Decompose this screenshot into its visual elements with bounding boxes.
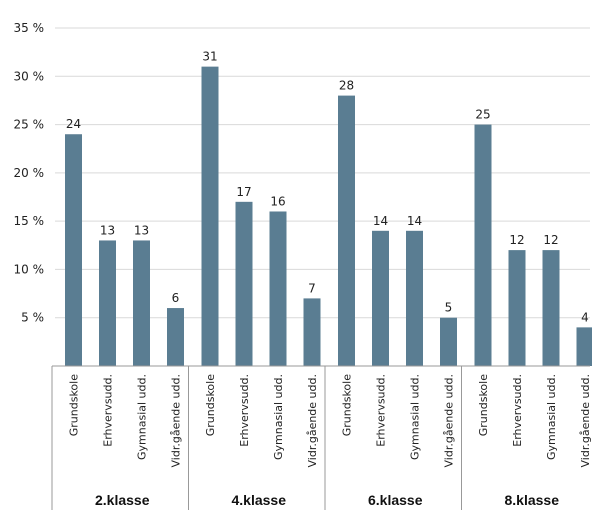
data-label: 28 [339, 79, 354, 93]
y-tick-label: 15 % [14, 214, 45, 228]
bar [269, 211, 287, 366]
category-label: Erhvervsudd. [375, 374, 388, 447]
data-label: 7 [308, 281, 316, 295]
data-label: 12 [543, 233, 558, 247]
bar [303, 298, 321, 366]
y-tick-label: 30 % [14, 69, 45, 83]
data-label: 4 [581, 310, 589, 324]
data-label: 14 [373, 214, 388, 228]
y-tick-label: 35 % [14, 21, 45, 35]
group-label: 2.klasse [95, 492, 150, 508]
category-label: Vidr.gående udd. [170, 374, 183, 467]
data-label: 14 [407, 214, 422, 228]
bar [167, 308, 184, 366]
bar [406, 230, 423, 366]
category-label: Vidr.gående udd. [306, 374, 319, 467]
bar [65, 134, 82, 366]
data-label: 5 [445, 301, 453, 315]
bar [576, 327, 592, 366]
bar [235, 201, 253, 366]
data-label: 13 [134, 223, 149, 237]
bar [542, 250, 560, 366]
category-label: Gymnasial udd. [136, 374, 149, 460]
bar [474, 124, 492, 366]
y-tick-label: 5 % [21, 311, 44, 325]
data-label: 31 [202, 50, 217, 64]
category-label: Gymnasial udd. [545, 374, 558, 460]
bar [440, 317, 457, 366]
category-label: Erhvervsudd. [102, 374, 115, 447]
y-tick-label: 10 % [14, 262, 45, 276]
data-label: 24 [66, 117, 81, 131]
data-label: 12 [509, 233, 524, 247]
data-label: 6 [172, 291, 180, 305]
group-label: 8.klasse [505, 492, 560, 508]
category-label: Erhvervsudd. [511, 374, 524, 447]
category-label: Gymnasial udd. [409, 374, 422, 460]
bar [508, 250, 526, 366]
category-label: Vidr.gående udd. [579, 374, 592, 467]
data-label: 13 [100, 223, 115, 237]
y-tick-label: 20 % [14, 166, 45, 180]
category-label: Vidr.gående udd. [443, 374, 456, 467]
bar [201, 66, 219, 366]
category-label: Gymnasial udd. [272, 374, 285, 460]
bar [133, 240, 150, 366]
category-label: Erhvervsudd. [238, 374, 251, 447]
category-label: Grundskole [204, 374, 217, 436]
y-tick-label: 25 % [14, 118, 45, 132]
bar [99, 240, 116, 366]
bar [372, 230, 389, 366]
group-label: 6.klasse [368, 492, 423, 508]
category-label: Grundskole [341, 374, 354, 436]
data-label: 16 [270, 194, 285, 208]
category-label: Grundskole [68, 374, 81, 436]
data-label: 25 [475, 108, 490, 122]
group-label: 4.klasse [232, 492, 287, 508]
category-label: Grundskole [477, 374, 490, 436]
data-label: 17 [236, 185, 251, 199]
bar [338, 95, 355, 366]
